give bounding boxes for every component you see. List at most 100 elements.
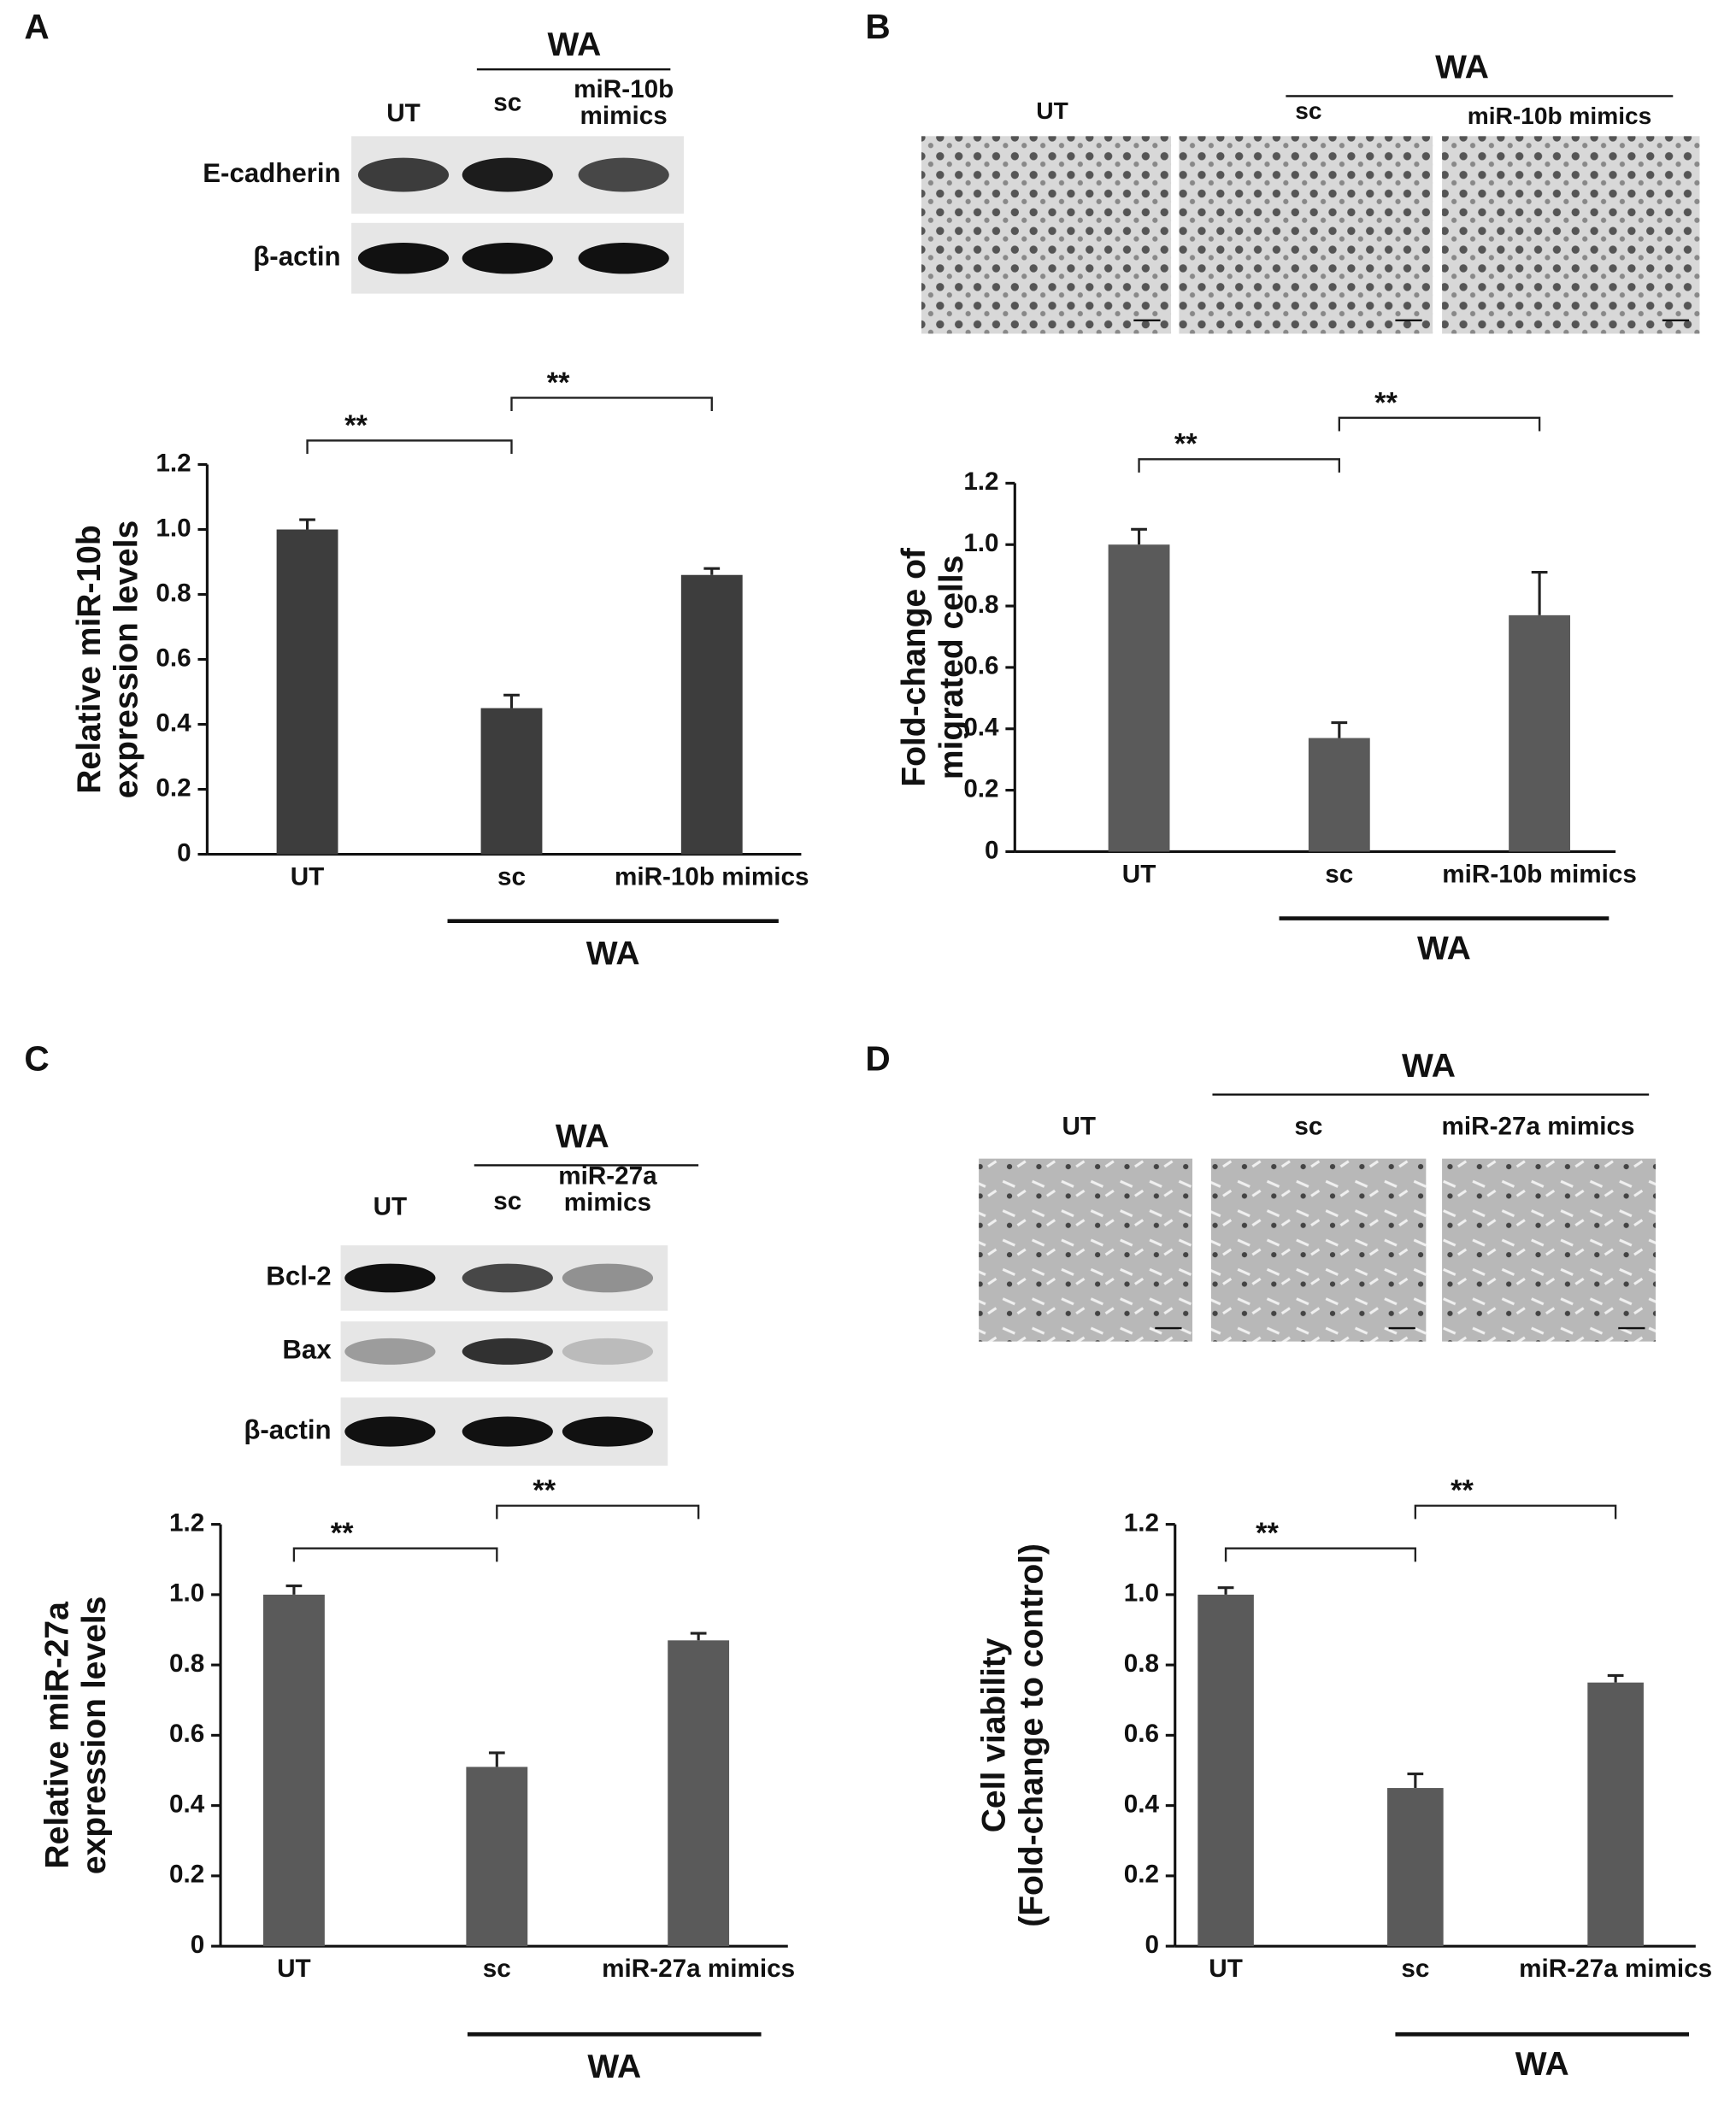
annotation: ** — [1374, 386, 1398, 419]
blot-band — [462, 1416, 553, 1447]
group-label: WA — [587, 2049, 641, 2085]
x-tick-label: sc — [497, 865, 526, 892]
y-tick-label: 0.6 — [169, 1720, 204, 1748]
annotation: ** — [1256, 1517, 1279, 1549]
micrograph — [1179, 136, 1433, 334]
header-label: miR-10b mimics — [1467, 103, 1652, 130]
significance-bracket — [1338, 416, 1541, 432]
header-label: sc — [493, 1189, 522, 1216]
annotation: ** — [1451, 1474, 1474, 1507]
y-axis-label: expression levels — [109, 520, 145, 798]
blot-row-label: E-cadherin — [203, 158, 340, 188]
y-tick-label: 0 — [177, 838, 191, 867]
bar — [466, 1767, 528, 1947]
header-label: sc — [1295, 99, 1321, 124]
significance-bracket — [306, 439, 513, 455]
annotation: ** — [533, 1474, 556, 1507]
y-tick-label: 0.6 — [963, 652, 998, 680]
x-tick-label: UT — [1122, 862, 1156, 888]
x-tick-label: sc — [497, 865, 526, 892]
bar — [276, 529, 338, 855]
significance-bracket — [1224, 1547, 1417, 1562]
x-tick-label: sc — [1401, 1956, 1430, 1984]
y-tick-label: 0.4 — [156, 709, 191, 737]
bar — [1587, 1682, 1644, 1947]
header-group: WA — [556, 1119, 609, 1155]
x-tick-label: UT — [1209, 1956, 1243, 1984]
y-tick-label: 1.2 — [1124, 1508, 1159, 1537]
bar — [680, 574, 743, 855]
blot-band — [562, 1416, 654, 1447]
y-tick-label: 0.8 — [963, 591, 998, 619]
significance-bracket — [510, 397, 713, 412]
y-tick-label: 0.8 — [156, 579, 191, 607]
blot-band — [578, 243, 669, 274]
x-tick-label: UT — [277, 1956, 311, 1984]
significance-bracket — [1414, 1504, 1617, 1520]
y-axis-label: Relative miR-10b — [71, 525, 108, 794]
x-tick-label: sc — [482, 1956, 511, 1984]
header-label: miR-10b mimics — [574, 77, 674, 131]
panel-letter: A — [24, 7, 49, 46]
header-label: UT — [373, 1194, 408, 1222]
bar — [1198, 1594, 1254, 1947]
header-label: sc — [1294, 1114, 1323, 1142]
significance-bracket — [292, 1547, 498, 1562]
y-tick-label: 0.6 — [1124, 1720, 1159, 1748]
bar — [1308, 738, 1370, 852]
y-tick-label: 1.0 — [169, 1579, 204, 1608]
header-label: UT — [1036, 98, 1068, 125]
header-label: UT — [386, 101, 421, 128]
micrograph — [921, 136, 1172, 334]
panel-letter: B — [865, 7, 890, 46]
x-tick-label: UT — [1209, 1956, 1243, 1984]
y-tick-label: 0.6 — [156, 644, 191, 672]
bar — [1108, 544, 1170, 852]
blot-row-label: β-actin — [253, 241, 340, 271]
blot-band — [357, 157, 450, 192]
significance-bracket — [496, 1504, 700, 1520]
y-axis-label: expression levels — [76, 1596, 113, 1874]
header-group: WA — [1435, 50, 1489, 86]
x-tick-label: miR-10b mimics — [1442, 861, 1637, 890]
x-tick-label: sc — [482, 1956, 511, 1984]
micrograph — [1442, 136, 1700, 334]
header-label: miR-27a mimics — [558, 1163, 657, 1218]
header-label: miR-27a mimics — [558, 1163, 657, 1218]
y-tick-label: 0.2 — [169, 1861, 204, 1889]
x-tick-label: sc — [1401, 1956, 1430, 1984]
blot-band — [344, 1338, 436, 1365]
bar — [1387, 1788, 1444, 1947]
blot-band — [462, 243, 553, 274]
header-label: miR-10b mimics — [574, 77, 674, 131]
blot-band — [578, 157, 669, 192]
header-label: miR-27a mimics — [1441, 1114, 1635, 1142]
header-label: UT — [1036, 98, 1068, 125]
y-tick-label: 0.4 — [1124, 1790, 1160, 1818]
x-tick-label: miR-10b mimics — [1442, 861, 1637, 890]
group-label: WA — [1515, 2046, 1569, 2083]
annotation: ** — [344, 409, 368, 442]
blot-band — [562, 1338, 654, 1365]
header-label: sc — [493, 91, 522, 118]
x-tick-label: miR-10b mimics — [614, 865, 809, 892]
y-tick-label: 0.8 — [1124, 1649, 1159, 1678]
blot-band — [344, 1416, 436, 1447]
blot-row-label: β-actin — [244, 1414, 331, 1444]
header-label: sc — [1294, 1114, 1323, 1142]
annotation: ** — [331, 1517, 354, 1549]
y-tick-label: 0 — [191, 1931, 205, 1959]
x-tick-label: miR-10b mimics — [614, 865, 809, 892]
header-label: miR-10b mimics — [1467, 103, 1652, 130]
blot-band — [562, 1263, 654, 1293]
y-tick-label: 1.0 — [156, 514, 191, 542]
bar — [262, 1594, 325, 1947]
y-tick-label: 1.2 — [963, 467, 998, 496]
bar — [668, 1640, 730, 1947]
y-tick-label: 0 — [1145, 1931, 1159, 1959]
header-label: miR-27a mimics — [1441, 1114, 1635, 1142]
header-label: UT — [1062, 1114, 1096, 1140]
y-axis-label: Relative miR-27a — [38, 1602, 75, 1869]
header-label: sc — [493, 1189, 522, 1216]
